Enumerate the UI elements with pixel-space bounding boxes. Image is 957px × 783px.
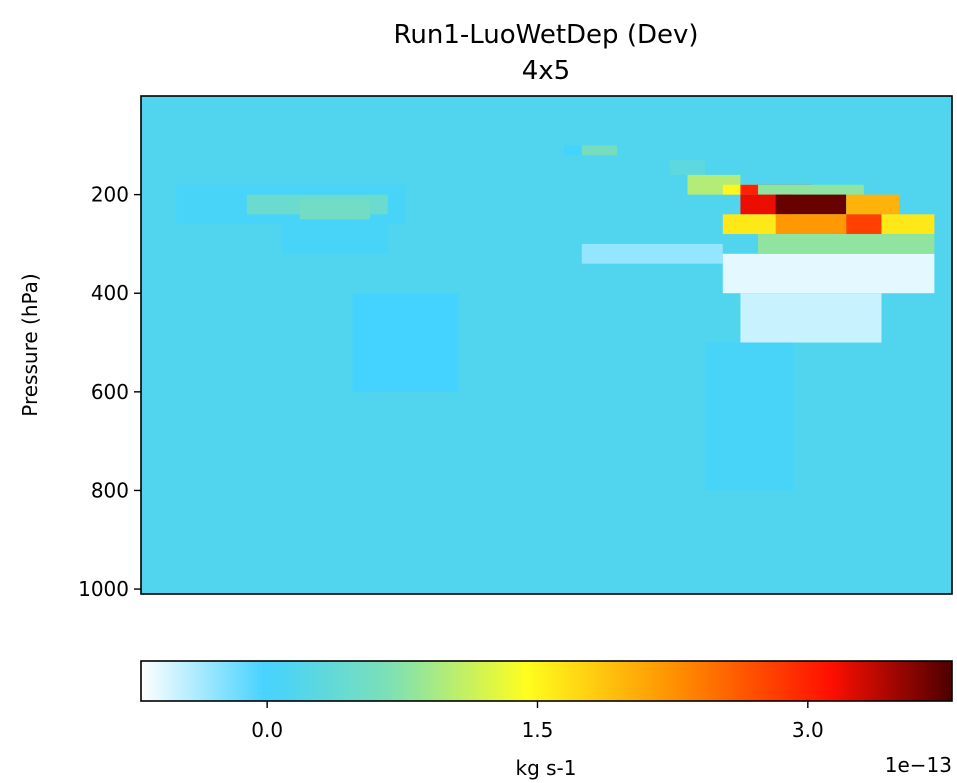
heatmap-cell [740, 293, 882, 343]
heatmap-background [141, 96, 952, 594]
y-tick-label: 1000 [78, 577, 129, 601]
heatmap-cell [352, 293, 459, 392]
colorbar-tick-label: 3.0 [792, 718, 824, 742]
colorbar-label: kg s-1 [516, 756, 577, 780]
colorbar-tick-label: 0.0 [251, 718, 283, 742]
y-tick-label: 200 [91, 183, 129, 207]
heatmap-cell [705, 342, 794, 491]
heatmap-cell [669, 160, 706, 175]
chart-title: Run1-LuoWetDep (Dev) [393, 20, 698, 50]
heatmap-cell [846, 194, 900, 215]
heatmap [141, 96, 952, 594]
plot-frame [140, 95, 953, 595]
heatmap-cell [299, 199, 371, 220]
heatmap-cell [775, 194, 847, 215]
y-tick-label: 800 [91, 478, 129, 502]
heatmap-cell [758, 234, 935, 254]
y-tick-label: 400 [91, 281, 129, 305]
colorbar-ticks: 0.0 1.5 3.0 [251, 701, 824, 742]
chart-subtitle: 4x5 [522, 56, 570, 86]
heatmap-cell [722, 253, 935, 294]
heatmap-cell [581, 145, 618, 156]
y-axis-label: Pressure (hPa) [18, 273, 42, 416]
heatmap-cell [282, 224, 388, 254]
heatmap-cell [758, 184, 864, 195]
colorbar [140, 660, 953, 702]
heatmap-cell [581, 243, 723, 264]
colorbar-tick-label: 1.5 [522, 718, 554, 742]
y-axis: 200 400 600 800 1000 [78, 183, 141, 601]
colorbar-offset-text: 1e−13 [885, 753, 952, 777]
heatmap-cell [775, 214, 847, 235]
heatmap-cell [846, 214, 882, 235]
y-tick-label: 600 [91, 380, 129, 404]
